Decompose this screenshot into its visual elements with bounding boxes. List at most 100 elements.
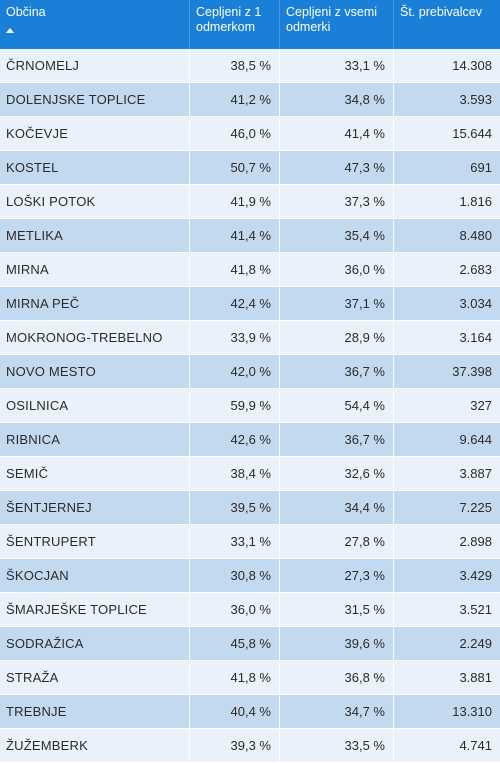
cell-municipality: ŠENTJERNEJ (0, 491, 190, 525)
cell-fully-vaccinated: 31,5 % (280, 593, 394, 627)
table-row: DOLENJSKE TOPLICE 41,2 % 34,8 % 3.593 (0, 83, 500, 117)
table-row: NOVO MESTO 42,0 % 36,7 % 37.398 (0, 355, 500, 389)
cell-one-dose: 30,8 % (190, 559, 280, 593)
cell-fully-vaccinated: 54,4 % (280, 389, 394, 423)
cell-fully-vaccinated: 34,4 % (280, 491, 394, 525)
cell-municipality: ŽUŽEMBERK (0, 729, 190, 763)
cell-fully-vaccinated: 41,4 % (280, 117, 394, 151)
cell-one-dose: 33,1 % (190, 525, 280, 559)
cell-fully-vaccinated: 33,1 % (280, 49, 394, 83)
cell-municipality: LOŠKI POTOK (0, 185, 190, 219)
cell-one-dose: 33,9 % (190, 321, 280, 355)
cell-municipality: SODRAŽICA (0, 627, 190, 661)
cell-municipality: RIBNICA (0, 423, 190, 457)
column-header-fully-vaccinated[interactable]: Cepljeni z vsemi odmerki (280, 0, 394, 49)
cell-population: 2.683 (394, 253, 500, 287)
cell-municipality: METLIKA (0, 219, 190, 253)
cell-municipality: MIRNA PEČ (0, 287, 190, 321)
cell-population: 3.887 (394, 457, 500, 491)
cell-one-dose: 41,2 % (190, 83, 280, 117)
cell-municipality: ŠENTRUPERT (0, 525, 190, 559)
cell-municipality: MOKRONOG-TREBELNO (0, 321, 190, 355)
table-row: MOKRONOG-TREBELNO 33,9 % 28,9 % 3.164 (0, 321, 500, 355)
cell-population: 8.480 (394, 219, 500, 253)
cell-fully-vaccinated: 28,9 % (280, 321, 394, 355)
table-row: ŽUŽEMBERK 39,3 % 33,5 % 4.741 (0, 729, 500, 763)
cell-one-dose: 40,4 % (190, 695, 280, 729)
cell-fully-vaccinated: 36,7 % (280, 355, 394, 389)
cell-one-dose: 46,0 % (190, 117, 280, 151)
cell-population: 327 (394, 389, 500, 423)
table-row: SEMIČ 38,4 % 32,6 % 3.887 (0, 457, 500, 491)
column-header-obcina[interactable]: Občina (0, 0, 190, 49)
cell-fully-vaccinated: 47,3 % (280, 151, 394, 185)
cell-fully-vaccinated: 35,4 % (280, 219, 394, 253)
header-row: Občina Cepljeni z 1 odmerkom Cepljeni z … (0, 0, 500, 49)
cell-population: 2.898 (394, 525, 500, 559)
table-row: LOŠKI POTOK 41,9 % 37,3 % 1.816 (0, 185, 500, 219)
table-row: ŠKOCJAN 30,8 % 27,3 % 3.429 (0, 559, 500, 593)
cell-one-dose: 36,0 % (190, 593, 280, 627)
cell-population: 3.429 (394, 559, 500, 593)
cell-fully-vaccinated: 36,8 % (280, 661, 394, 695)
cell-one-dose: 38,4 % (190, 457, 280, 491)
cell-one-dose: 41,8 % (190, 253, 280, 287)
table-row: METLIKA 41,4 % 35,4 % 8.480 (0, 219, 500, 253)
table-header: Občina Cepljeni z 1 odmerkom Cepljeni z … (0, 0, 500, 49)
cell-one-dose: 39,5 % (190, 491, 280, 525)
table-row: KOSTEL 50,7 % 47,3 % 691 (0, 151, 500, 185)
cell-population: 3.164 (394, 321, 500, 355)
cell-one-dose: 42,0 % (190, 355, 280, 389)
cell-one-dose: 50,7 % (190, 151, 280, 185)
column-header-population[interactable]: Št. prebivalcev (394, 0, 500, 49)
cell-population: 3.034 (394, 287, 500, 321)
cell-one-dose: 41,8 % (190, 661, 280, 695)
cell-fully-vaccinated: 33,5 % (280, 729, 394, 763)
cell-population: 2.249 (394, 627, 500, 661)
cell-fully-vaccinated: 39,6 % (280, 627, 394, 661)
table-row: MIRNA 41,8 % 36,0 % 2.683 (0, 253, 500, 287)
table-body: ČRNOMELJ 38,5 % 33,1 % 14.308 DOLENJSKE TOPL… (0, 49, 500, 763)
table-row: ČRNOMELJ 38,5 % 33,1 % 14.308 (0, 49, 500, 83)
cell-fully-vaccinated: 37,3 % (280, 185, 394, 219)
cell-municipality: OSILNICA (0, 389, 190, 423)
cell-municipality: NOVO MESTO (0, 355, 190, 389)
cell-municipality: STRAŽA (0, 661, 190, 695)
sort-ascending-icon (6, 28, 14, 33)
cell-population: 3.521 (394, 593, 500, 627)
table-row: SODRAŽICA 45,8 % 39,6 % 2.249 (0, 627, 500, 661)
cell-municipality: ŠMARJEŠKE TOPLICE (0, 593, 190, 627)
cell-one-dose: 41,4 % (190, 219, 280, 253)
cell-municipality: TREBNJE (0, 695, 190, 729)
cell-fully-vaccinated: 36,7 % (280, 423, 394, 457)
cell-one-dose: 41,9 % (190, 185, 280, 219)
cell-fully-vaccinated: 34,8 % (280, 83, 394, 117)
cell-population: 37.398 (394, 355, 500, 389)
cell-population: 7.225 (394, 491, 500, 525)
cell-municipality: KOČEVJE (0, 117, 190, 151)
cell-municipality: DOLENJSKE TOPLICE (0, 83, 190, 117)
cell-one-dose: 45,8 % (190, 627, 280, 661)
table-row: ŠENTJERNEJ 39,5 % 34,4 % 7.225 (0, 491, 500, 525)
cell-municipality: MIRNA (0, 253, 190, 287)
cell-population: 4.741 (394, 729, 500, 763)
cell-population: 14.308 (394, 49, 500, 83)
cell-municipality: ŠKOCJAN (0, 559, 190, 593)
cell-population: 3.881 (394, 661, 500, 695)
table-row: STRAŽA 41,8 % 36,8 % 3.881 (0, 661, 500, 695)
table-row: OSILNICA 59,9 % 54,4 % 327 (0, 389, 500, 423)
cell-population: 9.644 (394, 423, 500, 457)
cell-one-dose: 59,9 % (190, 389, 280, 423)
cell-population: 691 (394, 151, 500, 185)
table-row: MIRNA PEČ 42,4 % 37,1 % 3.034 (0, 287, 500, 321)
cell-municipality: ČRNOMELJ (0, 49, 190, 83)
cell-one-dose: 42,6 % (190, 423, 280, 457)
cell-fully-vaccinated: 34,7 % (280, 695, 394, 729)
cell-fully-vaccinated: 27,8 % (280, 525, 394, 559)
column-header-one-dose[interactable]: Cepljeni z 1 odmerkom (190, 0, 280, 49)
table-row: ŠMARJEŠKE TOPLICE 36,0 % 31,5 % 3.521 (0, 593, 500, 627)
cell-fully-vaccinated: 32,6 % (280, 457, 394, 491)
table-row: KOČEVJE 46,0 % 41,4 % 15.644 (0, 117, 500, 151)
cell-municipality: SEMIČ (0, 457, 190, 491)
